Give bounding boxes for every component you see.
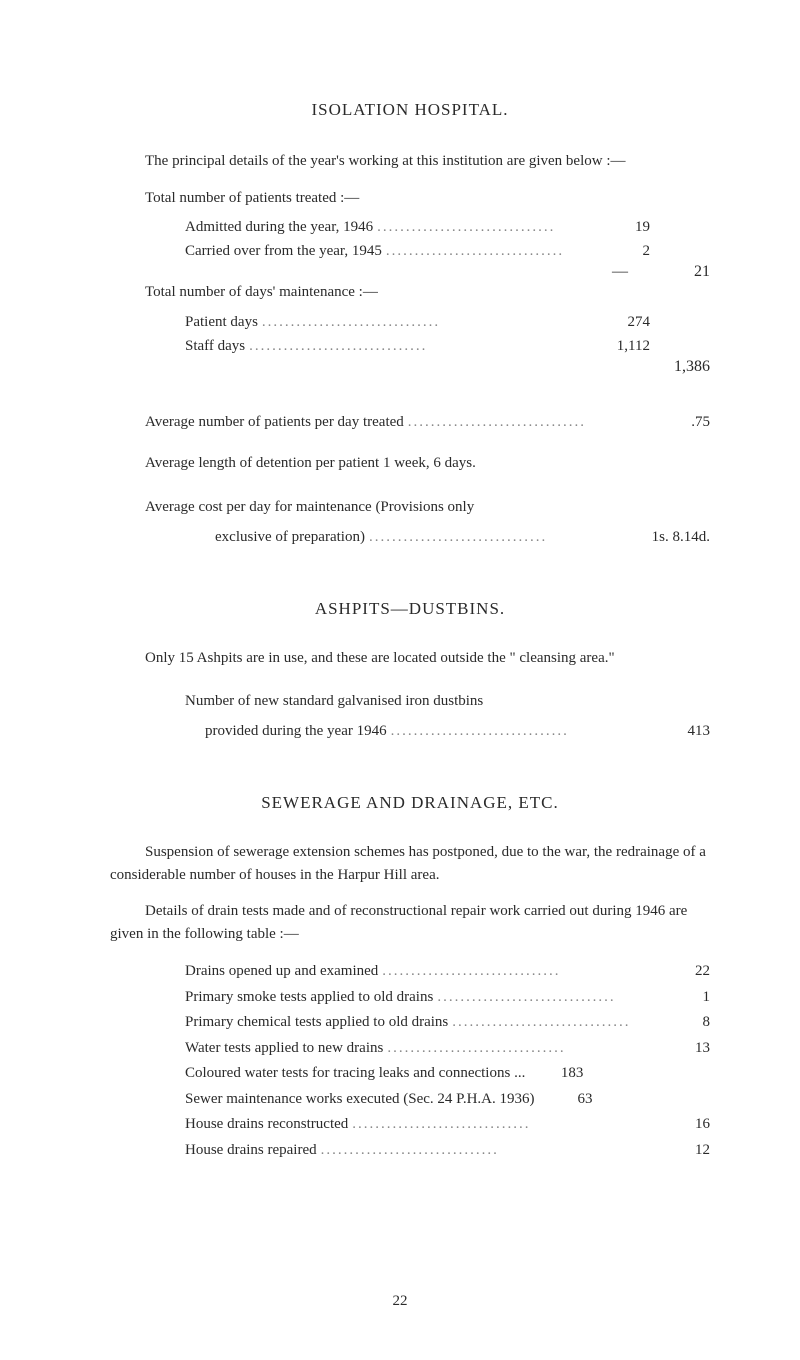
isolation-intro: The principal details of the year's work… (110, 150, 710, 173)
avg-treated-value: .75 (650, 410, 710, 434)
stat-label: Water tests applied to new drains (185, 1036, 383, 1062)
patients-treated-heading: Total number of patients treated :— (110, 187, 710, 210)
patients-total: 21 (650, 263, 710, 281)
dots (534, 1087, 542, 1113)
dots: ............................... (378, 959, 660, 985)
dots: ............................... (448, 1010, 660, 1036)
dots: ............................... (245, 334, 590, 358)
dots (525, 1061, 533, 1087)
avg-cost-line2: exclusive of preparation) ..............… (110, 525, 710, 549)
dustbins-label: provided during the year 1946 (205, 719, 387, 743)
staff-days-label: Staff days (185, 334, 245, 358)
dots: ............................... (373, 215, 590, 239)
avg-treated-row: Average number of patients per day treat… (110, 410, 710, 434)
stat-value: 63 (542, 1087, 592, 1113)
staff-days-row: Staff days .............................… (110, 334, 710, 358)
admitted-label: Admitted during the year, 1946 (185, 215, 373, 239)
dustbins-value: 413 (660, 719, 710, 743)
dots: ............................... (365, 525, 620, 549)
dots: ............................... (258, 310, 590, 334)
sewerage-para2: Details of drain tests made and of recon… (110, 900, 710, 945)
em-dash: — (590, 263, 650, 281)
rule-row-1: — 21 (110, 263, 710, 281)
stat-value: 16 (660, 1112, 710, 1138)
carried-label: Carried over from the year, 1945 (185, 239, 382, 263)
avg-cost-line1: Average cost per day for maintenance (Pr… (110, 496, 710, 519)
dots: ............................... (383, 1036, 660, 1062)
stat-row-4: Coloured water tests for tracing leaks a… (110, 1061, 710, 1087)
stat-label: Drains opened up and examined (185, 959, 378, 985)
dustbins-line2: provided during the year 1946 ..........… (110, 719, 710, 743)
days-total: 1,386 (650, 358, 710, 376)
dots: ............................... (348, 1112, 660, 1138)
stat-row-7: House drains repaired ..................… (110, 1138, 710, 1164)
sewerage-heading: SEWERAGE AND DRAINAGE, ETC. (110, 793, 710, 813)
ashpits-heading: ASHPITS—DUSTBINS. (110, 599, 710, 619)
avg-cost-value: 1s. 8.14d. (620, 525, 710, 549)
stat-label: House drains repaired (185, 1138, 317, 1164)
dots: ............................... (387, 719, 660, 743)
avg-detention: Average length of detention per patient … (110, 452, 710, 475)
stat-label: House drains reconstructed (185, 1112, 348, 1138)
dots: ............................... (433, 985, 660, 1011)
dots: ............................... (382, 239, 590, 263)
rule-row-2: 1,386 (110, 358, 710, 376)
carried-value: 2 (590, 239, 650, 263)
page-number: 22 (0, 1293, 800, 1310)
stat-row-6: House drains reconstructed .............… (110, 1112, 710, 1138)
dots: ............................... (317, 1138, 660, 1164)
days-maintenance-heading: Total number of days' maintenance :— (110, 281, 710, 304)
stat-label: Primary chemical tests applied to old dr… (185, 1010, 448, 1036)
admitted-value: 19 (590, 215, 650, 239)
carried-row: Carried over from the year, 1945 .......… (110, 239, 710, 263)
stat-label: Sewer maintenance works executed (Sec. 2… (185, 1087, 534, 1113)
col2-spacer (650, 334, 710, 358)
stat-label: Primary smoke tests applied to old drain… (185, 985, 433, 1011)
stat-value: 8 (660, 1010, 710, 1036)
stat-value: 12 (660, 1138, 710, 1164)
stat-value: 1 (660, 985, 710, 1011)
avg-treated-label: Average number of patients per day treat… (145, 410, 404, 434)
isolation-heading: ISOLATION HOSPITAL. (110, 100, 710, 120)
stat-row-0: Drains opened up and examined ..........… (110, 959, 710, 985)
staff-days-value: 1,112 (590, 334, 650, 358)
patient-days-row: Patient days ...........................… (110, 310, 710, 334)
stat-value: 13 (660, 1036, 710, 1062)
stat-row-3: Water tests applied to new drains ......… (110, 1036, 710, 1062)
stat-value: 183 (533, 1061, 583, 1087)
ashpits-intro: Only 15 Ashpits are in use, and these ar… (110, 647, 710, 670)
patient-days-value: 274 (590, 310, 650, 334)
dustbins-line1: Number of new standard galvanised iron d… (110, 689, 710, 713)
stat-row-5: Sewer maintenance works executed (Sec. 2… (110, 1087, 710, 1113)
stat-label: Coloured water tests for tracing leaks a… (185, 1061, 525, 1087)
sewerage-para1: Suspension of sewerage extension schemes… (110, 841, 710, 886)
admitted-row: Admitted during the year, 1946 .........… (110, 215, 710, 239)
stat-row-2: Primary chemical tests applied to old dr… (110, 1010, 710, 1036)
col2-spacer (650, 310, 710, 334)
col2-spacer (650, 215, 710, 239)
patient-days-label: Patient days (185, 310, 258, 334)
avg-cost-label: exclusive of preparation) (215, 525, 365, 549)
stat-row-1: Primary smoke tests applied to old drain… (110, 985, 710, 1011)
col2-spacer (650, 239, 710, 263)
stat-value: 22 (660, 959, 710, 985)
dots: ............................... (404, 410, 650, 434)
